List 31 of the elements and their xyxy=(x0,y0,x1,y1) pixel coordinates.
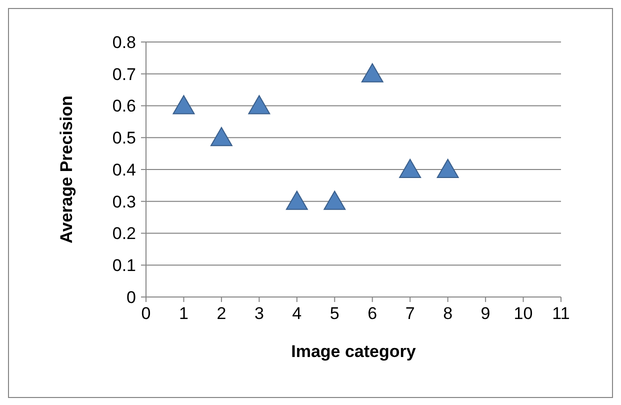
y-tick-label: 0.5 xyxy=(112,128,136,148)
point xyxy=(399,158,422,178)
x-tick-label: 8 xyxy=(443,304,453,323)
y-tick-label: 0.1 xyxy=(112,256,136,276)
x-tick-label: 7 xyxy=(405,304,415,323)
point xyxy=(361,63,384,82)
x-tick-label: 2 xyxy=(216,304,226,323)
x-tick-label: 0 xyxy=(141,304,151,323)
x-tick-label: 5 xyxy=(330,304,340,323)
x-tick-label: 1 xyxy=(178,304,188,323)
point xyxy=(286,190,308,210)
y-tick-label: 0.6 xyxy=(112,96,136,116)
x-tick-label: 3 xyxy=(254,304,264,323)
y-tick-label: 0.3 xyxy=(112,192,136,212)
x-tick-label: 10 xyxy=(514,304,533,323)
x-tick-label: 11 xyxy=(552,304,570,323)
y-tick-label: 0.2 xyxy=(112,224,136,244)
point xyxy=(172,95,195,114)
y-tick-label: 0 xyxy=(126,288,136,307)
x-axis-title: Image category xyxy=(291,342,416,361)
point xyxy=(210,127,232,146)
x-tick-label: 4 xyxy=(292,304,302,323)
point xyxy=(248,95,270,114)
y-tick-label: 0.7 xyxy=(112,64,136,84)
x-tick-label: 9 xyxy=(480,304,490,323)
point xyxy=(436,158,459,178)
y-tick-label: 0.4 xyxy=(112,160,136,180)
y-tick-label: 0.8 xyxy=(112,32,136,52)
x-tick-label: 6 xyxy=(368,304,378,323)
point xyxy=(324,190,346,210)
y-axis-title: Average Precision xyxy=(57,96,76,244)
